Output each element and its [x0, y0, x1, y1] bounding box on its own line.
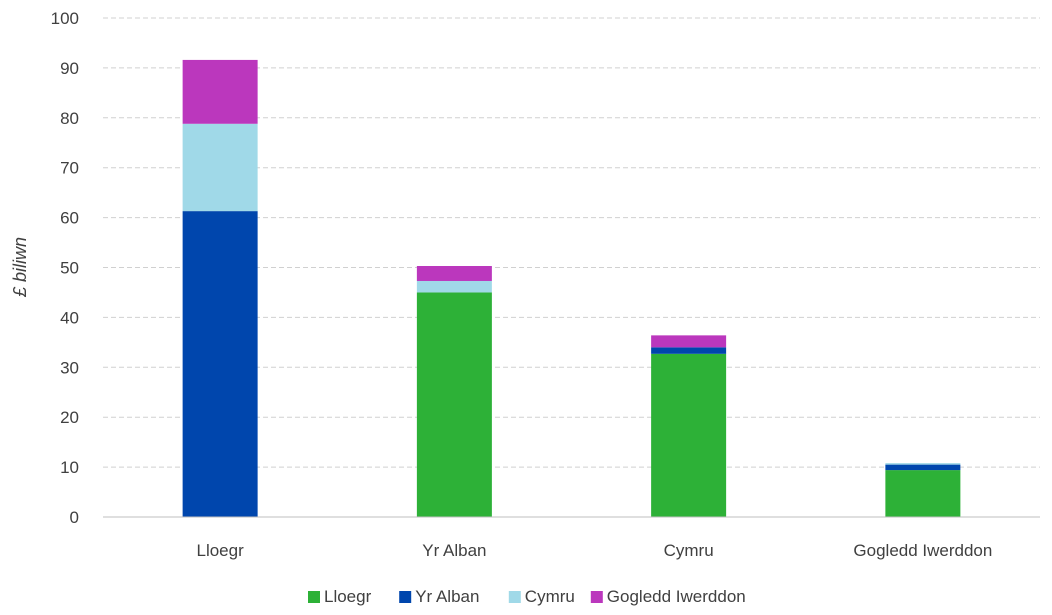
- y-tick-label: 0: [70, 508, 79, 527]
- x-tick-label: Cymru: [664, 541, 714, 560]
- legend-swatch: [590, 591, 603, 603]
- y-tick-label: 100: [51, 9, 79, 28]
- y-axis-tick-labels: 0 10 20 30 40 50 60 70 80 90 100: [51, 9, 79, 527]
- y-tick-label: 90: [60, 59, 79, 78]
- y-tick-label: 50: [60, 259, 79, 278]
- x-tick-label: Gogledd Iwerddon: [853, 541, 992, 560]
- bar-segment-3-1: [885, 464, 961, 471]
- legend-item: Lloegr: [308, 587, 372, 606]
- legend-swatch: [399, 591, 412, 603]
- y-tick-label: 70: [60, 159, 79, 178]
- bar-segment-0-3: [182, 59, 258, 124]
- bar-segment-1-3: [416, 266, 492, 281]
- y-tick-label: 60: [60, 209, 79, 228]
- legend-label: Lloegr: [324, 587, 372, 606]
- y-tick-label: 20: [60, 408, 79, 427]
- bar-segment-0-1: [182, 211, 258, 517]
- bar-segment-2-3: [651, 335, 727, 348]
- y-tick-label: 30: [60, 358, 79, 377]
- legend-label: Cymru: [525, 587, 575, 606]
- bar-segment-3-2: [885, 463, 961, 465]
- y-axis-title: £ biliwn: [10, 237, 30, 298]
- bar-segment-2-0: [651, 353, 727, 517]
- x-axis-tick-labels: Lloegr Yr Alban Cymru Gogledd Iwerddon: [196, 541, 992, 560]
- x-tick-label: Yr Alban: [422, 541, 486, 560]
- legend: Lloegr Yr Alban Cymru Gogledd Iwerddon: [308, 587, 746, 606]
- bar-segment-0-2: [182, 123, 258, 212]
- bar-segment-1-0: [416, 292, 492, 517]
- gridlines: [103, 17, 1040, 468]
- legend-item: Yr Alban: [399, 587, 479, 606]
- y-tick-label: 10: [60, 458, 79, 477]
- y-tick-label: 40: [60, 308, 79, 327]
- bar-segment-2-1: [651, 347, 727, 354]
- legend-label: Gogledd Iwerddon: [607, 587, 746, 606]
- legend-swatch: [508, 591, 521, 603]
- y-tick-label: 80: [60, 109, 79, 128]
- legend-item: Cymru: [508, 587, 575, 606]
- bar-segment-3-0: [885, 470, 961, 517]
- bar-segment-1-2: [416, 280, 492, 293]
- legend-swatch: [308, 591, 320, 603]
- legend-label: Yr Alban: [415, 587, 479, 606]
- bars: [182, 59, 961, 517]
- x-tick-label: Lloegr: [196, 541, 244, 560]
- legend-item: Gogledd Iwerddon: [590, 587, 746, 606]
